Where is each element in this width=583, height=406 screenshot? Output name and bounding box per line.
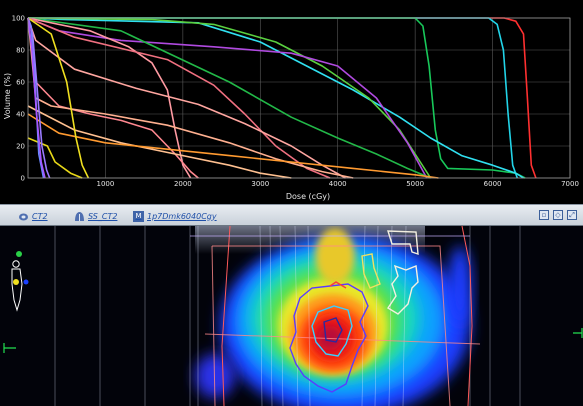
dvh-curve-15 <box>27 17 90 179</box>
dvh-curve-18 <box>27 17 51 179</box>
dose-distribution-view[interactable] <box>0 226 583 406</box>
field-outlines <box>190 226 481 406</box>
plan-icon: M <box>133 210 144 222</box>
y-tick-label: 60 <box>16 79 25 87</box>
y-axis-label: Volume (%) <box>3 73 12 119</box>
structure-contours <box>289 230 419 393</box>
structure-set-label: SS_CT2 <box>88 211 118 221</box>
dvh-curve-14 <box>27 113 439 179</box>
dvh-curve-12 <box>27 17 354 179</box>
x-tick-label: 4000 <box>329 180 347 188</box>
dvh-curve-3 <box>28 17 526 179</box>
chart-axes <box>27 17 571 179</box>
dose-plan-label: 1p7Dmk6040Cgy <box>147 211 217 221</box>
dvh-curve-10 <box>27 17 346 179</box>
x-tick-label: 5000 <box>406 180 424 188</box>
dvh-curve-11 <box>27 17 199 179</box>
x-tick-label: 3000 <box>251 180 269 188</box>
image-toolbar: CT2 SS_CT2 M 1p7Dmk6040Cgy ▫ ◇ ⤢ <box>0 204 583 226</box>
x-tick-label: 1000 <box>97 180 115 188</box>
dvh-series <box>27 17 537 179</box>
dvh-curve-8 <box>27 17 192 179</box>
dvh-curve-7 <box>27 17 431 179</box>
beam-lines <box>54 226 521 406</box>
ct-image-icon <box>19 213 28 220</box>
x-tick-label: 7000 <box>561 180 579 188</box>
expand-window-icon[interactable]: ⤢ <box>567 210 577 220</box>
x-axis-label: Dose (cGy) <box>286 192 330 201</box>
ct-image-label: CT2 <box>32 211 48 221</box>
dose-image <box>0 226 583 406</box>
settings-window-icon[interactable]: ◇ <box>553 210 563 220</box>
dvh-curve-13 <box>27 105 292 179</box>
right-crosshair-icon <box>573 328 583 338</box>
dvh-curve-6 <box>27 17 428 179</box>
y-tick-label: 100 <box>12 15 25 23</box>
y-axis-ticks: 0 20 40 60 80 100 <box>12 15 25 183</box>
dvh-panel: 1000 2000 3000 4000 5000 6000 7000 0 20 40 60 80 10… <box>3 14 579 201</box>
patient-orientation-icon <box>11 251 29 312</box>
y-tick-label: 20 <box>16 143 25 151</box>
restore-window-icon[interactable]: ▫ <box>539 210 549 220</box>
toolbar-window-controls: ▫ ◇ ⤢ <box>539 210 577 220</box>
structure-set-tab[interactable]: SS_CT2 <box>74 209 117 223</box>
y-tick-label: 0 <box>21 175 25 183</box>
x-tick-label: 6000 <box>484 180 502 188</box>
x-axis-ticks: 1000 2000 3000 4000 5000 6000 7000 <box>97 180 579 188</box>
y-tick-label: 40 <box>16 111 25 119</box>
left-crosshair-icon <box>3 343 16 353</box>
structure-set-icon <box>75 211 84 221</box>
dose-plan-tab[interactable]: M 1p7Dmk6040Cgy <box>133 209 217 223</box>
y-tick-label: 80 <box>16 47 25 55</box>
ct-image-tab[interactable]: CT2 <box>18 209 48 223</box>
dvh-curve-19 <box>27 17 46 179</box>
plot-frame <box>27 17 571 179</box>
x-tick-label: 2000 <box>174 180 192 188</box>
dvh-curve-9 <box>27 17 331 179</box>
dvh-chart: 1000 2000 3000 4000 5000 6000 7000 0 20 40 60 80 10… <box>3 14 579 201</box>
